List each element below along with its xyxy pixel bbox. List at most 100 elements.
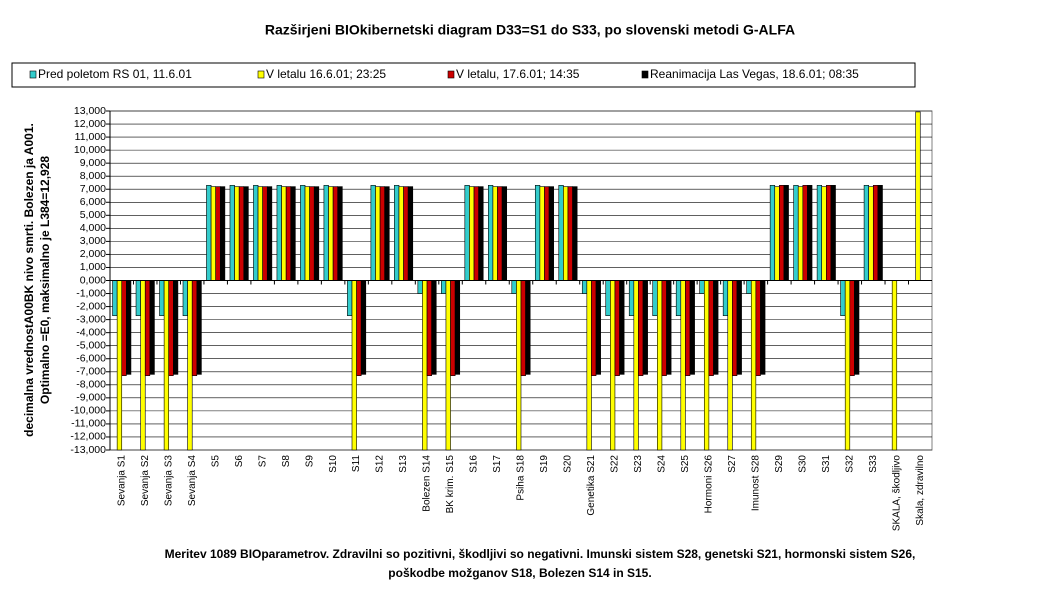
bar [323, 185, 329, 281]
bar [168, 280, 174, 376]
bar [821, 186, 827, 281]
bar [567, 186, 573, 281]
bar [807, 185, 813, 281]
bar [206, 185, 212, 281]
bar [337, 186, 343, 281]
y-tick-label: 6,000 [80, 196, 106, 208]
y-tick-label: 0,000 [80, 274, 106, 286]
bar [727, 280, 733, 451]
bar [797, 186, 804, 281]
bar [830, 185, 836, 281]
y-tick-label: 12,000 [74, 118, 106, 130]
bar [685, 280, 691, 376]
bar [595, 280, 601, 375]
bar [300, 185, 306, 281]
x-tick-label: BK krim. S15 [445, 455, 456, 514]
bar [187, 280, 193, 451]
footnote: poškodbe možganov S18, Bolezen S14 in S1… [388, 566, 651, 580]
bar [750, 280, 757, 451]
bar [680, 280, 686, 451]
bar [121, 280, 127, 376]
bar [276, 185, 282, 281]
bar [591, 280, 597, 376]
y-tick-label: -12,000 [70, 431, 106, 443]
bar [243, 186, 249, 281]
y-tick-label: 1,000 [80, 261, 106, 273]
x-tick-label: S29 [774, 455, 785, 473]
bar [511, 280, 517, 294]
bar [548, 186, 554, 281]
bar [915, 111, 921, 281]
bar [347, 280, 353, 317]
bar [610, 280, 616, 451]
bar [891, 280, 898, 451]
x-tick-label: S31 [821, 455, 832, 473]
x-tick-label: Imunost S28 [750, 455, 761, 512]
x-tick-label: Skala, zdravilno [915, 455, 926, 526]
x-tick-label: Sevanja S4 [187, 455, 198, 507]
bar [760, 280, 766, 375]
y-tick-label: 11,000 [75, 131, 106, 143]
y-tick-label: -1,000 [76, 287, 106, 299]
bar [501, 186, 508, 281]
x-tick-label: S7 [257, 455, 268, 468]
bar [563, 186, 569, 281]
bar [454, 280, 461, 375]
bar [872, 185, 879, 281]
bar [793, 185, 799, 281]
bar [689, 280, 695, 375]
y-tick-label: 5,000 [80, 209, 106, 221]
bar [313, 186, 320, 281]
x-tick-label: S17 [492, 455, 503, 473]
bar [163, 280, 170, 451]
bar [403, 186, 409, 281]
x-tick-label: S22 [610, 455, 621, 473]
bar [863, 185, 869, 281]
bar [783, 185, 789, 281]
x-tick-label: S8 [281, 455, 292, 468]
bar [586, 280, 592, 451]
bar [196, 280, 202, 375]
x-tick-label: S12 [375, 455, 386, 473]
bar [854, 280, 860, 375]
legend-swatch [257, 70, 265, 79]
y-tick-label: -10,000 [70, 405, 106, 417]
bar [661, 280, 667, 376]
bar [351, 280, 357, 451]
y-tick-label: -8,000 [76, 379, 106, 391]
x-tick-label: S20 [563, 455, 574, 473]
bar [116, 280, 123, 451]
bar [173, 280, 179, 375]
y-tick-label: -6,000 [76, 353, 106, 365]
bar [262, 186, 268, 281]
bar [572, 186, 578, 281]
bar [375, 186, 381, 281]
bar [657, 280, 663, 451]
x-tick-label: S19 [539, 455, 550, 473]
x-tick-label: S24 [657, 455, 668, 473]
bar [558, 185, 564, 281]
bar [234, 186, 240, 281]
x-tick-label: S11 [351, 455, 362, 472]
legend-swatch [447, 70, 455, 79]
bar [219, 186, 226, 281]
bar [708, 280, 714, 376]
bar [407, 186, 414, 281]
bar [516, 280, 522, 451]
bar [445, 280, 451, 451]
x-tick-label: Hormoni S26 [704, 455, 715, 514]
x-tick-label: Bolezen S14 [422, 455, 433, 512]
bar [497, 186, 503, 281]
bar [431, 280, 437, 375]
bar [779, 185, 785, 281]
x-tick-label: S16 [469, 455, 480, 473]
bar [281, 186, 287, 281]
chart-title: Razširjeni BIOkibernetski diagram D33=S1… [265, 22, 795, 38]
bar [868, 186, 874, 281]
bar [360, 280, 367, 375]
bar [215, 186, 221, 281]
bar [520, 280, 526, 376]
bar [844, 280, 851, 451]
x-tick-label: S23 [633, 455, 644, 473]
bar [191, 280, 198, 376]
